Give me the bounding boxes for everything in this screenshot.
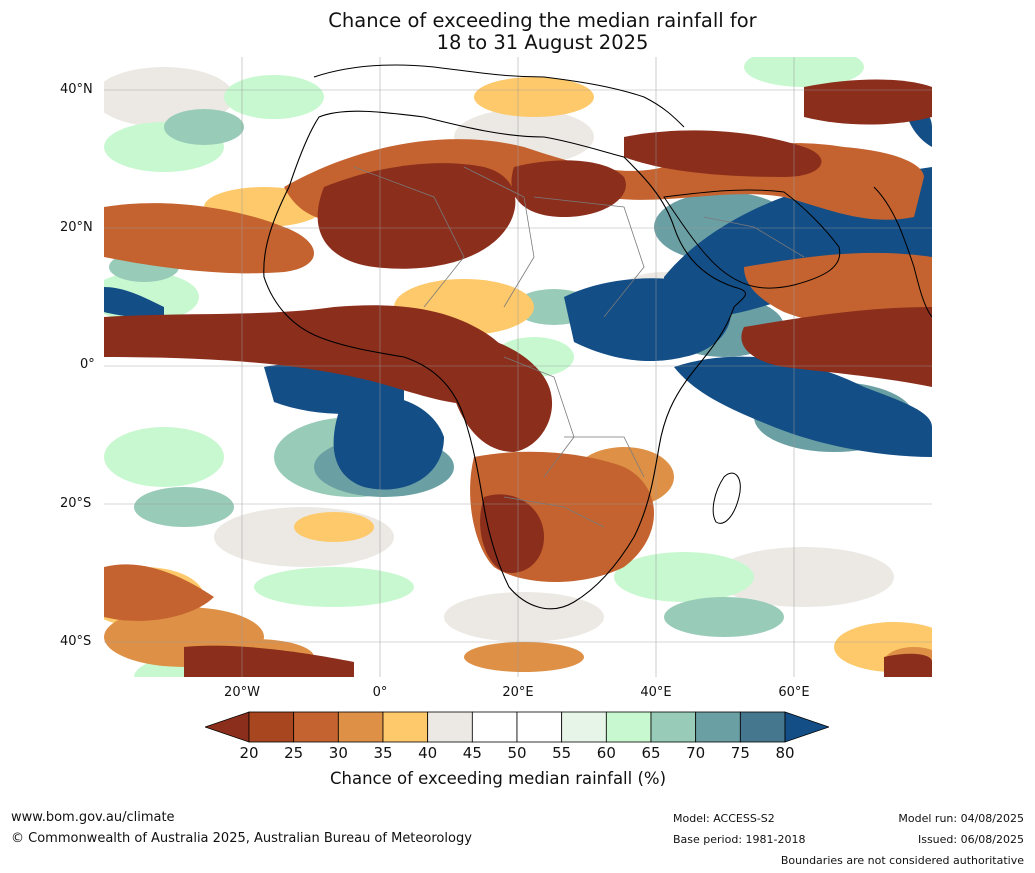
colorbar-tick-label: 45 — [462, 744, 482, 762]
copyright-text: © Commonwealth of Australia 2025, Austra… — [11, 831, 472, 846]
colorbar-tick-label: 60 — [596, 744, 616, 762]
colorbar-swatch — [695, 711, 741, 743]
country-borders — [353, 166, 805, 528]
africa-coastline — [263, 110, 746, 610]
graticule — [104, 57, 932, 677]
website-link[interactable]: www.bom.gov.au/climate — [11, 810, 175, 825]
dry-strong-regions — [104, 79, 932, 677]
base-period-text: Base period: 1981-2018 — [673, 833, 806, 846]
colorbar-tick-label: 80 — [775, 744, 795, 762]
colorbar-swatch — [337, 711, 384, 743]
colorbar-tick-label: 55 — [552, 744, 572, 762]
colorbar-swatch — [650, 711, 697, 743]
colorbar-swatch — [739, 711, 786, 743]
arabia-coastline — [663, 189, 841, 289]
rainfall-map — [104, 57, 932, 677]
europe-coastline — [313, 64, 685, 128]
model-run-text: Model run: 04/08/2025 — [898, 812, 1024, 825]
colorbar-swatch — [516, 711, 563, 743]
colorbar-tick-label: 75 — [730, 744, 750, 762]
lat-label-20n: 20°N — [60, 220, 93, 235]
colorbar-tick-label: 25 — [284, 744, 304, 762]
colorbar — [205, 711, 829, 743]
colorbar-swatch — [293, 711, 339, 743]
lon-label-20w: 20°W — [224, 685, 260, 700]
colorbar-tick-label: 65 — [641, 744, 661, 762]
colorbar-tick-label: 50 — [507, 744, 527, 762]
colorbar-swatch — [561, 711, 607, 743]
disclaimer-text: Boundaries are not considered authoritat… — [780, 854, 1024, 867]
lon-label-60e: 60°E — [778, 685, 810, 700]
title-line-2: 18 to 31 August 2025 — [436, 31, 649, 54]
lon-label-0: 0° — [372, 685, 388, 700]
model-text: Model: ACCESS-S2 — [673, 812, 775, 825]
lat-label-40s: 40°S — [60, 634, 92, 649]
lat-label-0: 0° — [80, 357, 95, 372]
lon-label-40e: 40°E — [640, 685, 672, 700]
colorbar-high-extend — [784, 711, 829, 743]
issued-text: Issued: 06/08/2025 — [917, 833, 1024, 846]
colorbar-swatch — [248, 711, 295, 743]
india-coastline — [873, 186, 932, 318]
lat-label-20s: 20°S — [60, 496, 92, 511]
colorbar-tick-label: 35 — [373, 744, 393, 762]
colorbar-swatch — [427, 711, 473, 743]
lat-label-40n: 40°N — [60, 82, 93, 97]
colorbar-swatch — [605, 711, 652, 743]
colorbar-tick-label: 70 — [686, 744, 706, 762]
colorbar-tick-label: 20 — [239, 744, 259, 762]
colorbar-tick-label: 40 — [418, 744, 438, 762]
madagascar-coastline — [712, 472, 741, 524]
colorbar-swatch — [382, 711, 429, 743]
colorbar-label: Chance of exceeding median rainfall (%) — [330, 769, 667, 788]
title-line-1: Chance of exceeding the median rainfall … — [328, 9, 757, 32]
colorbar-low-extend — [205, 711, 250, 743]
colorbar-swatch — [471, 711, 518, 743]
map-title: Chance of exceeding the median rainfall … — [0, 10, 1035, 54]
lon-label-20e: 20°E — [502, 685, 534, 700]
colorbar-tick-label: 30 — [328, 744, 348, 762]
